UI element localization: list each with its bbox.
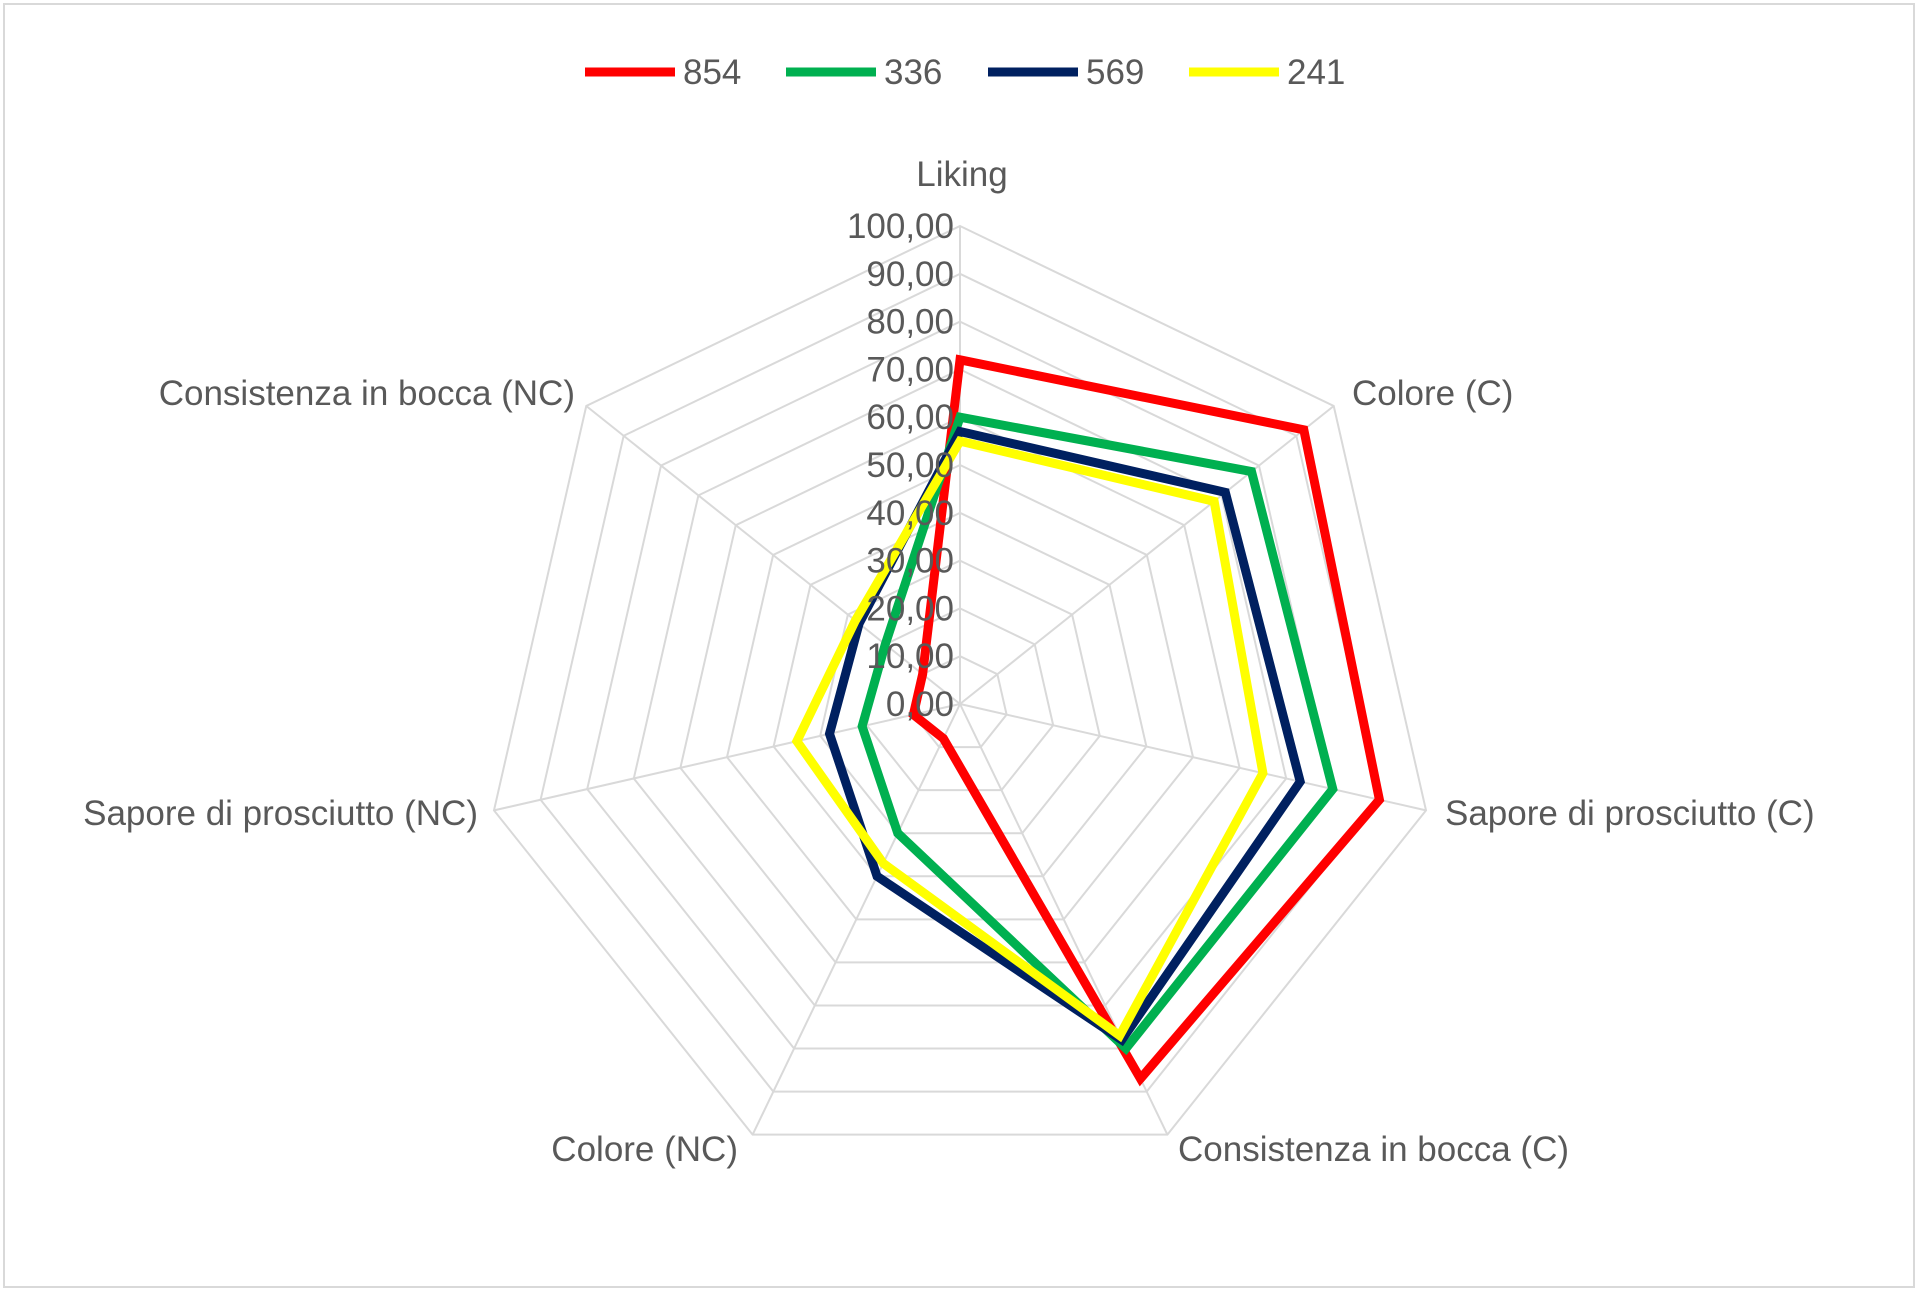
axis-label-colore-c: Colore (C) <box>1352 374 1513 413</box>
grid-ring <box>819 559 1101 835</box>
series-line-241 <box>791 435 1268 1043</box>
grid-ring <box>679 416 1241 964</box>
grid-spoke <box>493 703 961 812</box>
grid-spoke <box>751 703 961 1136</box>
legend-label-241: 241 <box>1287 53 1345 92</box>
tick-label: 30,00 <box>866 542 954 581</box>
legend-label-854: 854 <box>683 53 741 92</box>
grid-spoke <box>959 703 1427 812</box>
tick-label: 50,00 <box>866 446 954 485</box>
tick-label: 0,00 <box>886 685 954 724</box>
legend-label-569: 569 <box>1086 53 1144 92</box>
tick-label: 60,00 <box>866 398 954 437</box>
axis-label-sapore-di-prosciutto-nc: Sapore di prosciutto (NC) <box>83 794 478 833</box>
grid-ring <box>492 224 1428 1136</box>
axis-label-sapore-di-prosciutto-c: Sapore di prosciutto (C) <box>1445 794 1815 833</box>
tick-label: 80,00 <box>866 303 954 342</box>
tick-label: 20,00 <box>866 589 954 628</box>
series-lines <box>791 354 1385 1087</box>
tick-label: 90,00 <box>866 255 954 294</box>
series-line-569 <box>824 426 1306 1047</box>
tick-label: 10,00 <box>866 637 954 676</box>
axis-label-consistenza-in-bocca-nc: Consistenza in bocca (NC) <box>159 374 575 413</box>
tick-label: 100,00 <box>847 207 954 246</box>
axis-label-liking: Liking <box>916 155 1007 194</box>
grid-ring <box>539 272 1381 1093</box>
legend-label-336: 336 <box>884 53 942 92</box>
grid-ring <box>772 511 1148 878</box>
axis-labels: Liking Colore (C) Sapore di prosciutto (… <box>83 155 1815 1169</box>
tick-labels: 0,00 10,00 20,00 30,00 40,00 50,00 60,00 70,00 8… <box>847 207 954 724</box>
tick-label: 40,00 <box>866 494 954 533</box>
axis-label-consistenza-in-bocca-c: Consistenza in bocca (C) <box>1178 1130 1569 1169</box>
radar-chart: 854 336 569 241 Liking Colore (C) Sapore… <box>83 53 1815 1169</box>
grid-ring <box>632 368 1288 1007</box>
grid-spoke <box>585 405 961 705</box>
grid-ring <box>586 320 1334 1050</box>
axis-label-colore-nc: Colore (NC) <box>551 1130 738 1169</box>
grid-spoke <box>959 405 1335 705</box>
legend: 854 336 569 241 <box>585 53 1345 92</box>
series-line-854 <box>908 354 1385 1087</box>
radar-grid <box>492 224 1428 1136</box>
series-line-336 <box>857 412 1338 1056</box>
chart-frame: 854 336 569 241 Liking Colore (C) Sapore… <box>3 3 1915 1288</box>
tick-label: 70,00 <box>866 350 954 389</box>
